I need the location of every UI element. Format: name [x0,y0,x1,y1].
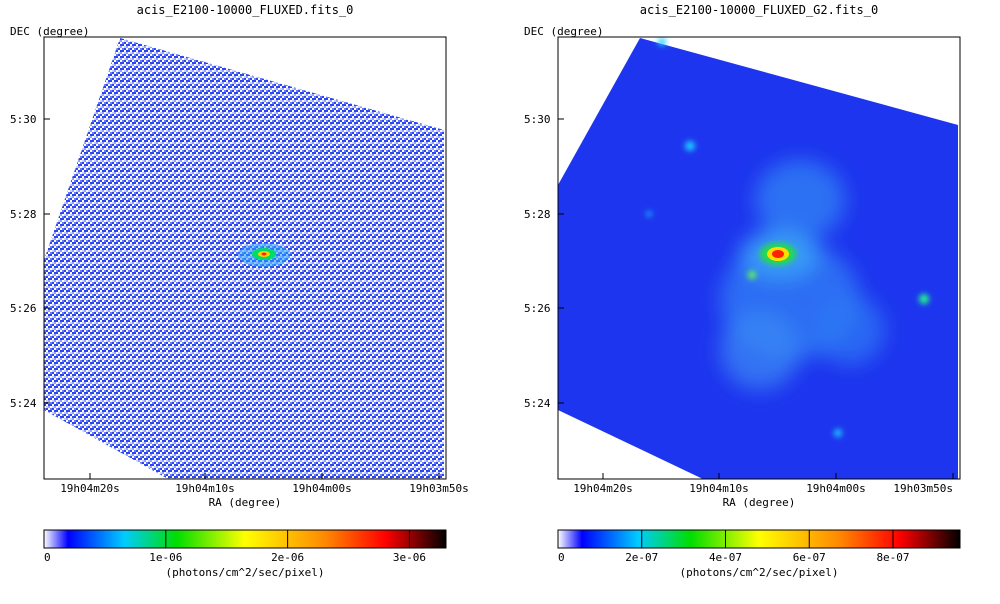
colorbar: 0 1e-06 2e-06 3e-06 (photons/cm^2/sec/pixel… [43,529,447,579]
x-ticks: 19h04m20s 19h04m10s 19h04m00s 19h03m50s [573,473,954,495]
y-tick-label: 5:30 [10,113,37,126]
colorbar-tick-label: 2e-06 [271,551,304,564]
y-axis-label: DEC (degree) [524,25,603,38]
y-ticks: 5:30 5:28 5:26 5:24 [524,113,564,410]
x-axis-label: RA (degree) [723,496,796,509]
image-area [44,37,446,479]
y-tick-label: 5:24 [10,397,37,410]
x-tick-label: 19h04m20s [60,482,120,495]
colorbar-ticks: 0 2e-07 4e-07 6e-07 8e-07 [558,530,910,564]
x-tick-label: 19h04m00s [806,482,866,495]
x-tick-label: 19h04m10s [175,482,235,495]
y-ticks: 5:30 5:28 5:26 5:24 [10,113,50,410]
colorbar-label: (photons/cm^2/sec/pixel) [166,566,325,579]
source-max [772,250,784,258]
colorbar-tick-label: 1e-06 [149,551,182,564]
colorbar-gradient [557,529,961,549]
panel-right: acis_E2100-10000_FLUXED_G2.fits_0 DEC (d… [524,3,961,579]
x-ticks: 19h04m20s 19h04m10s 19h04m00s 19h03m50s [60,473,469,495]
colorbar-tick-label: 4e-07 [709,551,742,564]
x-tick-label: 19h04m00s [292,482,352,495]
y-tick-label: 5:28 [524,208,551,221]
colorbar-label: (photons/cm^2/sec/pixel) [680,566,839,579]
y-axis-label: DEC (degree) [10,25,89,38]
colorbar-ticks: 0 1e-06 2e-06 3e-06 [44,530,426,564]
colorbar: 0 2e-07 4e-07 6e-07 8e-07 (photons/cm^2/sec/… [557,529,961,579]
panel-title: acis_E2100-10000_FLUXED_G2.fits_0 [640,3,878,17]
colorbar-tick-label: 3e-06 [393,551,426,564]
colorbar-tick-label: 6e-07 [793,551,826,564]
panel-title: acis_E2100-10000_FLUXED.fits_0 [137,3,354,17]
y-tick-label: 5:24 [524,397,551,410]
y-tick-label: 5:26 [10,302,37,315]
x-tick-label: 19h03m50s [409,482,469,495]
colorbar-tick-label: 8e-07 [876,551,909,564]
point-sources [646,38,929,437]
x-axis-label: RA (degree) [209,496,282,509]
y-tick-label: 5:26 [524,302,551,315]
colorbar-tick-label: 0 [558,551,565,564]
y-tick-label: 5:28 [10,208,37,221]
panel-left: acis_E2100-10000_FLUXED.fits_0 DEC (degr… [10,3,469,579]
colorbar-tick-label: 2e-07 [625,551,658,564]
plot-frame [557,36,961,480]
colorbar-gradient [43,529,447,549]
source-max [261,252,267,256]
plot-frame [43,36,447,480]
x-tick-label: 19h04m10s [689,482,749,495]
x-tick-label: 19h04m20s [573,482,633,495]
x-tick-label: 19h03m50s [893,482,953,495]
image-area [558,37,960,479]
colorbar-tick-label: 0 [44,551,51,564]
y-tick-label: 5:30 [524,113,551,126]
